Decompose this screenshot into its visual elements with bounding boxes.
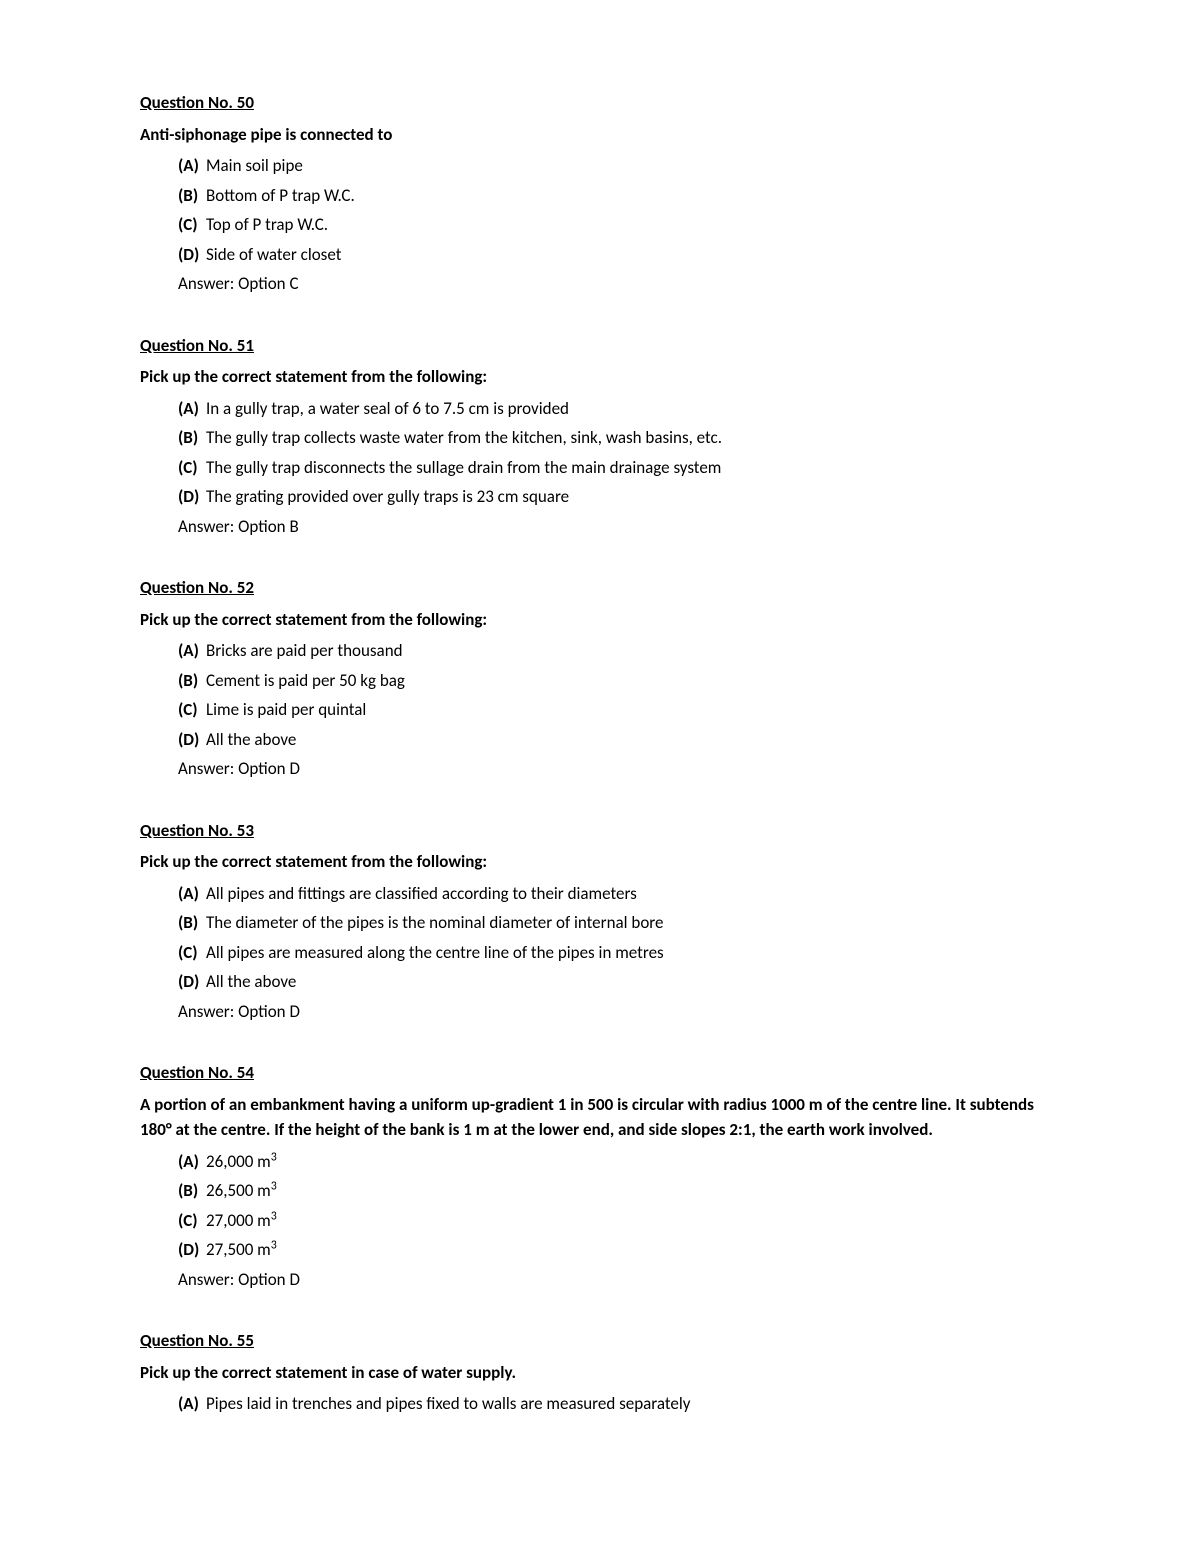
- option-row: (B)Cement is paid per 50 kg bag: [178, 668, 1060, 694]
- option-marker: (C): [178, 1208, 206, 1234]
- question-prompt: Pick up the correct statement from the f…: [140, 849, 1060, 875]
- options-list: (A)26,000 m3(B)26,500 m3(C)27,000 m3(D)2…: [140, 1149, 1060, 1293]
- question-prompt: Anti-siphonage pipe is connected to: [140, 122, 1060, 148]
- option-text: Bricks are paid per thousand: [206, 638, 1060, 664]
- option-row: (C)All pipes are measured along the cent…: [178, 940, 1060, 966]
- option-text: The grating provided over gully traps is…: [206, 484, 1060, 510]
- option-row: (A)26,000 m3: [178, 1149, 1060, 1175]
- question-prompt: Pick up the correct statement from the f…: [140, 607, 1060, 633]
- option-marker: (B): [178, 1178, 206, 1204]
- option-text: Bottom of P trap W.C.: [206, 183, 1060, 209]
- question-block: Question No. 54 A portion of an embankmen…: [140, 1060, 1060, 1292]
- answer-text: Answer: Option B: [178, 514, 1060, 540]
- option-row: (C)Lime is paid per quintal: [178, 697, 1060, 723]
- option-text: All the above: [206, 969, 1060, 995]
- option-row: (A)In a gully trap, a water seal of 6 to…: [178, 396, 1060, 422]
- option-marker: (D): [178, 242, 206, 268]
- option-marker: (D): [178, 969, 206, 995]
- question-prompt: Pick up the correct statement in case of…: [140, 1360, 1060, 1386]
- option-text: The gully trap collects waste water from…: [206, 425, 1060, 451]
- option-row: (C)27,000 m3: [178, 1208, 1060, 1234]
- options-list: (A)Main soil pipe(B)Bottom of P trap W.C…: [140, 153, 1060, 297]
- option-text: The diameter of the pipes is the nominal…: [206, 910, 1060, 936]
- answer-text: Answer: Option D: [178, 999, 1060, 1025]
- option-row: (C)The gully trap disconnects the sullag…: [178, 455, 1060, 481]
- option-marker: (C): [178, 212, 206, 238]
- option-superscript: 3: [271, 1209, 277, 1223]
- option-text: 27,000 m3: [206, 1208, 1060, 1234]
- question-block: Question No. 51 Pick up the correct state…: [140, 333, 1060, 540]
- question-header: Question No. 54: [140, 1060, 1060, 1086]
- option-text: Cement is paid per 50 kg bag: [206, 668, 1060, 694]
- option-row: (B)The diameter of the pipes is the nomi…: [178, 910, 1060, 936]
- option-text: In a gully trap, a water seal of 6 to 7.…: [206, 396, 1060, 422]
- option-row: (A)Bricks are paid per thousand: [178, 638, 1060, 664]
- option-marker: (B): [178, 910, 206, 936]
- option-text: All pipes and fittings are classified ac…: [206, 881, 1060, 907]
- option-superscript: 3: [271, 1238, 277, 1252]
- question-header: Question No. 50: [140, 90, 1060, 116]
- option-row: (B)26,500 m3: [178, 1178, 1060, 1204]
- options-list: (A)Bricks are paid per thousand(B)Cement…: [140, 638, 1060, 782]
- option-row: (A)Main soil pipe: [178, 153, 1060, 179]
- question-prompt: A portion of an embankment having a unif…: [140, 1092, 1060, 1143]
- option-row: (D)All the above: [178, 727, 1060, 753]
- option-marker: (A): [178, 638, 206, 664]
- answer-text: Answer: Option D: [178, 756, 1060, 782]
- option-marker: (C): [178, 697, 206, 723]
- answer-text: Answer: Option D: [178, 1267, 1060, 1293]
- question-block: Question No. 50 Anti-siphonage pipe is co…: [140, 90, 1060, 297]
- option-marker: (A): [178, 1391, 206, 1417]
- options-list: (A)Pipes laid in trenches and pipes fixe…: [140, 1391, 1060, 1417]
- option-marker: (D): [178, 727, 206, 753]
- option-row: (D)The grating provided over gully traps…: [178, 484, 1060, 510]
- option-marker: (C): [178, 940, 206, 966]
- option-row: (D)27,500 m3: [178, 1237, 1060, 1263]
- options-list: (A)In a gully trap, a water seal of 6 to…: [140, 396, 1060, 540]
- option-row: (B)Bottom of P trap W.C.: [178, 183, 1060, 209]
- question-block: Question No. 55 Pick up the correct state…: [140, 1328, 1060, 1417]
- option-text: All the above: [206, 727, 1060, 753]
- question-block: Question No. 52 Pick up the correct state…: [140, 575, 1060, 782]
- option-superscript: 3: [271, 1150, 277, 1164]
- option-text: Pipes laid in trenches and pipes fixed t…: [206, 1391, 1060, 1417]
- option-marker: (A): [178, 153, 206, 179]
- option-text: Top of P trap W.C.: [206, 212, 1060, 238]
- option-marker: (B): [178, 183, 206, 209]
- option-marker: (B): [178, 425, 206, 451]
- questions-container: Question No. 50 Anti-siphonage pipe is co…: [140, 90, 1060, 1417]
- question-header: Question No. 53: [140, 818, 1060, 844]
- option-row: (C)Top of P trap W.C.: [178, 212, 1060, 238]
- option-row: (B)The gully trap collects waste water f…: [178, 425, 1060, 451]
- question-prompt: Pick up the correct statement from the f…: [140, 364, 1060, 390]
- option-marker: (D): [178, 1237, 206, 1263]
- option-row: (A)All pipes and fittings are classified…: [178, 881, 1060, 907]
- answer-text: Answer: Option C: [178, 271, 1060, 297]
- option-text: The gully trap disconnects the sullage d…: [206, 455, 1060, 481]
- option-text: 26,500 m3: [206, 1178, 1060, 1204]
- question-header: Question No. 52: [140, 575, 1060, 601]
- option-marker: (D): [178, 484, 206, 510]
- option-row: (A)Pipes laid in trenches and pipes fixe…: [178, 1391, 1060, 1417]
- option-text: 27,500 m3: [206, 1237, 1060, 1263]
- option-row: (D)All the above: [178, 969, 1060, 995]
- question-header: Question No. 55: [140, 1328, 1060, 1354]
- question-header: Question No. 51: [140, 333, 1060, 359]
- option-marker: (A): [178, 881, 206, 907]
- option-row: (D)Side of water closet: [178, 242, 1060, 268]
- option-marker: (A): [178, 396, 206, 422]
- option-marker: (B): [178, 668, 206, 694]
- question-block: Question No. 53 Pick up the correct state…: [140, 818, 1060, 1025]
- option-superscript: 3: [271, 1179, 277, 1193]
- option-text: Main soil pipe: [206, 153, 1060, 179]
- option-text: All pipes are measured along the centre …: [206, 940, 1060, 966]
- option-marker: (A): [178, 1149, 206, 1175]
- options-list: (A)All pipes and fittings are classified…: [140, 881, 1060, 1025]
- option-marker: (C): [178, 455, 206, 481]
- option-text: Lime is paid per quintal: [206, 697, 1060, 723]
- option-text: 26,000 m3: [206, 1149, 1060, 1175]
- option-text: Side of water closet: [206, 242, 1060, 268]
